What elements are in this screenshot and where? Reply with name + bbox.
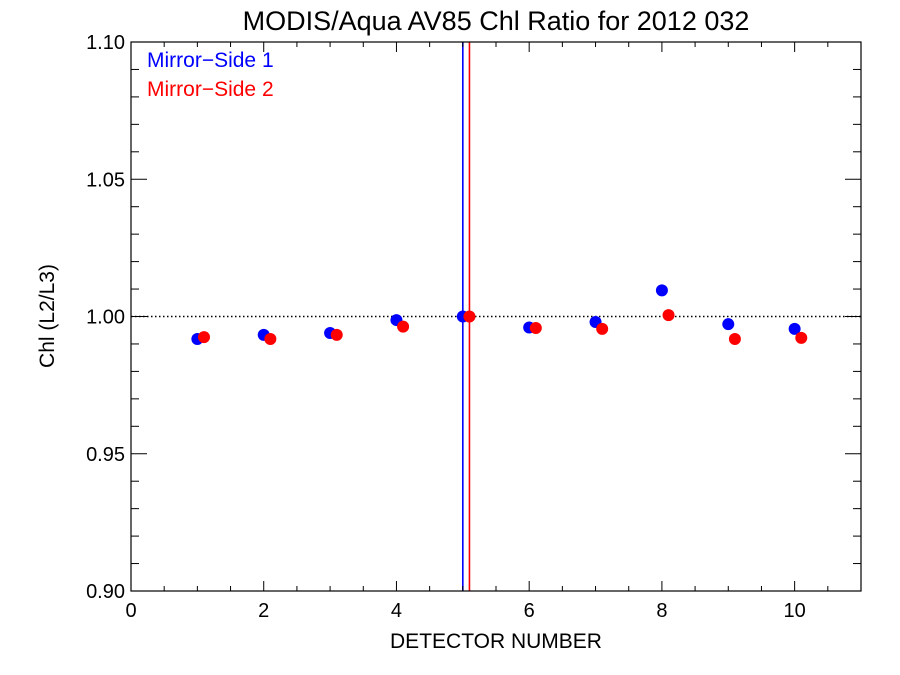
data-point-series1-10: [788, 322, 801, 335]
data-point-series2-7: [596, 322, 609, 335]
y-tick-label: 0.90: [86, 581, 125, 603]
legend-label-mirror-side-1: Mirror−Side 1: [147, 49, 274, 72]
data-point-series1-9: [722, 318, 735, 331]
data-point-series2-9: [728, 333, 741, 346]
x-axis-label: DETECTOR NUMBER: [390, 630, 602, 653]
data-point-series2-5: [463, 310, 476, 323]
y-tick-label: 1.10: [86, 32, 125, 54]
y-tick-label: 1.05: [86, 169, 125, 191]
x-tick-label: 4: [391, 600, 402, 622]
data-point-series1-8: [655, 284, 668, 297]
y-tick-label: 1.00: [86, 307, 125, 329]
x-tick-label: 10: [784, 600, 806, 622]
y-axis-label: Chl (L2/L3): [36, 264, 59, 368]
data-point-series2-4: [397, 320, 410, 333]
data-point-series2-3: [330, 328, 343, 341]
x-tick-label: 2: [258, 600, 269, 622]
axes: 0 2 4 6 8 10 0.90 0.95 1.00 1.05 1.10: [86, 32, 862, 622]
legend: Mirror−Side 1 Mirror−Side 2: [147, 49, 274, 101]
chart-title: MODIS/Aqua AV85 Chl Ratio for 2012 032: [243, 6, 750, 36]
plot-area: [131, 42, 861, 591]
data-point-series2-1: [198, 331, 210, 344]
x-tick-label: 6: [524, 600, 535, 622]
x-tick-label: 0: [125, 600, 136, 622]
data-point-series2-8: [662, 309, 675, 322]
data-point-series2-2: [264, 333, 277, 346]
data-point-series2-6: [529, 322, 542, 335]
legend-label-mirror-side-2: Mirror−Side 2: [147, 78, 274, 101]
data-point-series2-10: [795, 331, 808, 344]
y-tick-label: 0.95: [86, 444, 125, 466]
x-tick-label: 8: [656, 600, 667, 622]
